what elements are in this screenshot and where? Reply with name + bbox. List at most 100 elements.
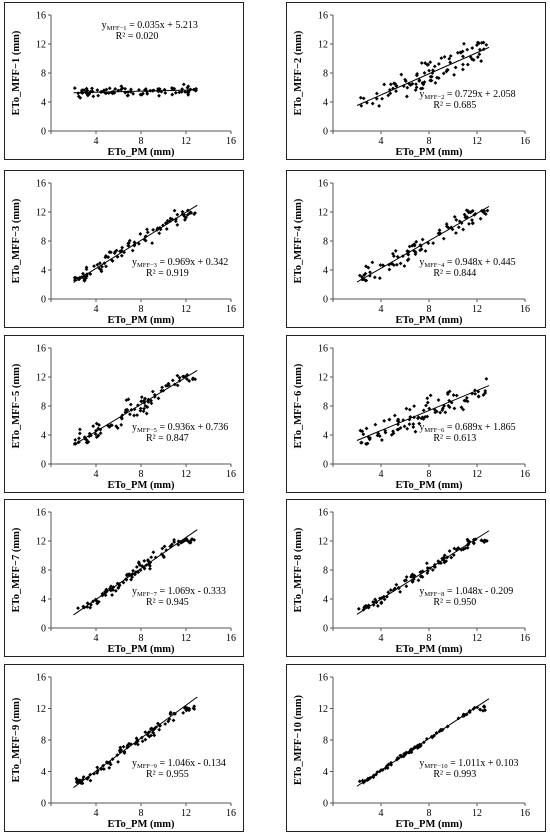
data-point	[181, 82, 186, 87]
data-point	[125, 573, 129, 578]
data-point	[465, 47, 470, 52]
data-point	[414, 82, 418, 87]
data-point	[77, 436, 81, 441]
x-tick-label: 16	[520, 808, 530, 819]
data-point	[90, 89, 95, 94]
y-tick-label: 12	[36, 208, 46, 219]
data-point	[481, 708, 485, 713]
y-tick-label: 8	[41, 69, 46, 80]
data-point	[164, 227, 169, 231]
data-point	[156, 721, 160, 726]
data-point	[147, 734, 152, 739]
data-point	[121, 744, 126, 749]
y-tick-label: 8	[41, 736, 46, 747]
data-point	[441, 71, 446, 76]
data-point	[130, 575, 135, 579]
y-tick-label: 12	[318, 373, 328, 384]
data-point	[166, 719, 171, 724]
regression-equation: yMFF−4 = 0.948x + 0.445	[419, 257, 515, 269]
data-point	[138, 563, 142, 568]
data-point	[150, 730, 155, 735]
data-point	[437, 228, 442, 233]
data-point	[428, 60, 433, 65]
data-point	[451, 553, 456, 557]
data-point	[386, 590, 391, 595]
panel-p1: 4 8 12 16 0 4 8 12 16 ETo_PM (mm) ETo_MFF−1 (mm) yM…	[4, 2, 244, 160]
data-point	[471, 541, 476, 546]
data-point	[143, 403, 148, 408]
data-point	[389, 432, 394, 437]
chart-p2: 4 8 12 16 0 4 8 12 16 ETo_PM (mm) ETo_MFF−2 (mm) yM…	[293, 11, 530, 159]
x-tick-label: 4	[379, 633, 384, 644]
x-tick-label: 4	[379, 136, 384, 147]
data-point	[377, 104, 382, 108]
data-point	[104, 264, 108, 269]
data-point	[80, 777, 85, 782]
data-point	[406, 252, 411, 257]
data-point	[382, 82, 387, 87]
data-point	[109, 584, 113, 589]
x-tick-label: 12	[181, 633, 191, 644]
data-point	[103, 593, 108, 598]
data-point	[459, 405, 464, 410]
y-axis-label: ETo_MFF−7 (mm)	[11, 527, 22, 612]
data-point	[407, 407, 412, 412]
data-point	[186, 92, 191, 97]
data-point	[435, 75, 439, 80]
data-point	[404, 578, 408, 583]
data-point	[102, 590, 107, 594]
data-point	[462, 41, 466, 46]
x-tick-label: 8	[139, 808, 144, 819]
data-point	[388, 588, 393, 592]
y-tick-label: 8	[41, 402, 46, 413]
data-point	[419, 416, 424, 421]
data-point	[434, 409, 439, 414]
data-point	[179, 89, 184, 94]
y-tick-label: 4	[41, 431, 46, 442]
data-point	[461, 547, 466, 552]
y-tick-label: 16	[36, 673, 46, 684]
data-point	[192, 704, 197, 709]
data-point	[73, 276, 78, 280]
data-point	[475, 40, 480, 45]
data-point	[112, 251, 117, 255]
data-point	[157, 727, 162, 732]
data-point	[370, 101, 375, 106]
x-axis-label: ETo_PM (mm)	[108, 644, 175, 655]
y-tick-label: 0	[323, 295, 328, 306]
r-squared-label: R² = 0.020	[116, 31, 159, 42]
data-point	[383, 430, 388, 435]
r-squared-label: R² = 0.847	[146, 433, 189, 444]
data-point	[377, 276, 382, 281]
data-point	[399, 72, 404, 77]
data-point	[157, 231, 162, 236]
data-point	[142, 88, 147, 92]
data-point	[421, 82, 426, 87]
data-point	[172, 540, 177, 545]
data-point	[149, 733, 153, 738]
data-point	[125, 743, 130, 748]
data-point	[115, 426, 120, 430]
data-point	[404, 94, 409, 99]
data-point	[436, 76, 441, 80]
data-point	[107, 86, 112, 91]
y-tick-label: 4	[323, 266, 328, 277]
data-point	[484, 42, 489, 47]
data-point	[452, 406, 457, 411]
data-point	[423, 61, 428, 65]
data-point	[168, 216, 173, 221]
data-point	[85, 440, 89, 445]
data-point	[88, 772, 93, 777]
data-point	[414, 239, 419, 244]
data-point	[104, 588, 109, 592]
data-point	[404, 406, 409, 411]
data-point	[394, 262, 399, 267]
trend-line	[356, 698, 490, 787]
data-point	[84, 274, 89, 279]
data-point	[151, 550, 156, 555]
y-tick-label: 0	[41, 295, 46, 306]
data-point	[192, 212, 197, 217]
data-point	[176, 542, 181, 547]
x-tick-label: 8	[139, 469, 144, 480]
data-point	[444, 69, 449, 74]
